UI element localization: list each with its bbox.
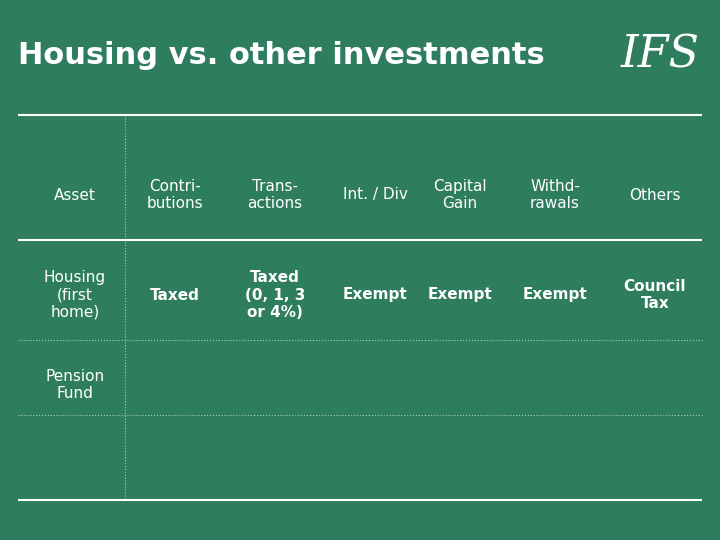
Text: Pension
Fund: Pension Fund: [45, 369, 104, 401]
Text: Trans-
actions: Trans- actions: [248, 179, 302, 211]
Text: Others: Others: [629, 187, 680, 202]
Text: Exempt: Exempt: [343, 287, 408, 302]
Text: Asset: Asset: [54, 187, 96, 202]
Text: IFS: IFS: [621, 33, 700, 77]
Text: Withd-
rawals: Withd- rawals: [530, 179, 580, 211]
Text: Housing vs. other investments: Housing vs. other investments: [18, 40, 545, 70]
Text: Capital
Gain: Capital Gain: [433, 179, 487, 211]
Text: Council
Tax: Council Tax: [624, 279, 686, 311]
Text: Contri-
butions: Contri- butions: [147, 179, 203, 211]
Text: Housing
(first
home): Housing (first home): [44, 270, 106, 320]
Text: Int. / Div: Int. / Div: [343, 187, 408, 202]
Text: Exempt: Exempt: [428, 287, 492, 302]
Text: Taxed
(0, 1, 3
or 4%): Taxed (0, 1, 3 or 4%): [245, 270, 305, 320]
Text: Taxed: Taxed: [150, 287, 200, 302]
Text: Exempt: Exempt: [523, 287, 588, 302]
